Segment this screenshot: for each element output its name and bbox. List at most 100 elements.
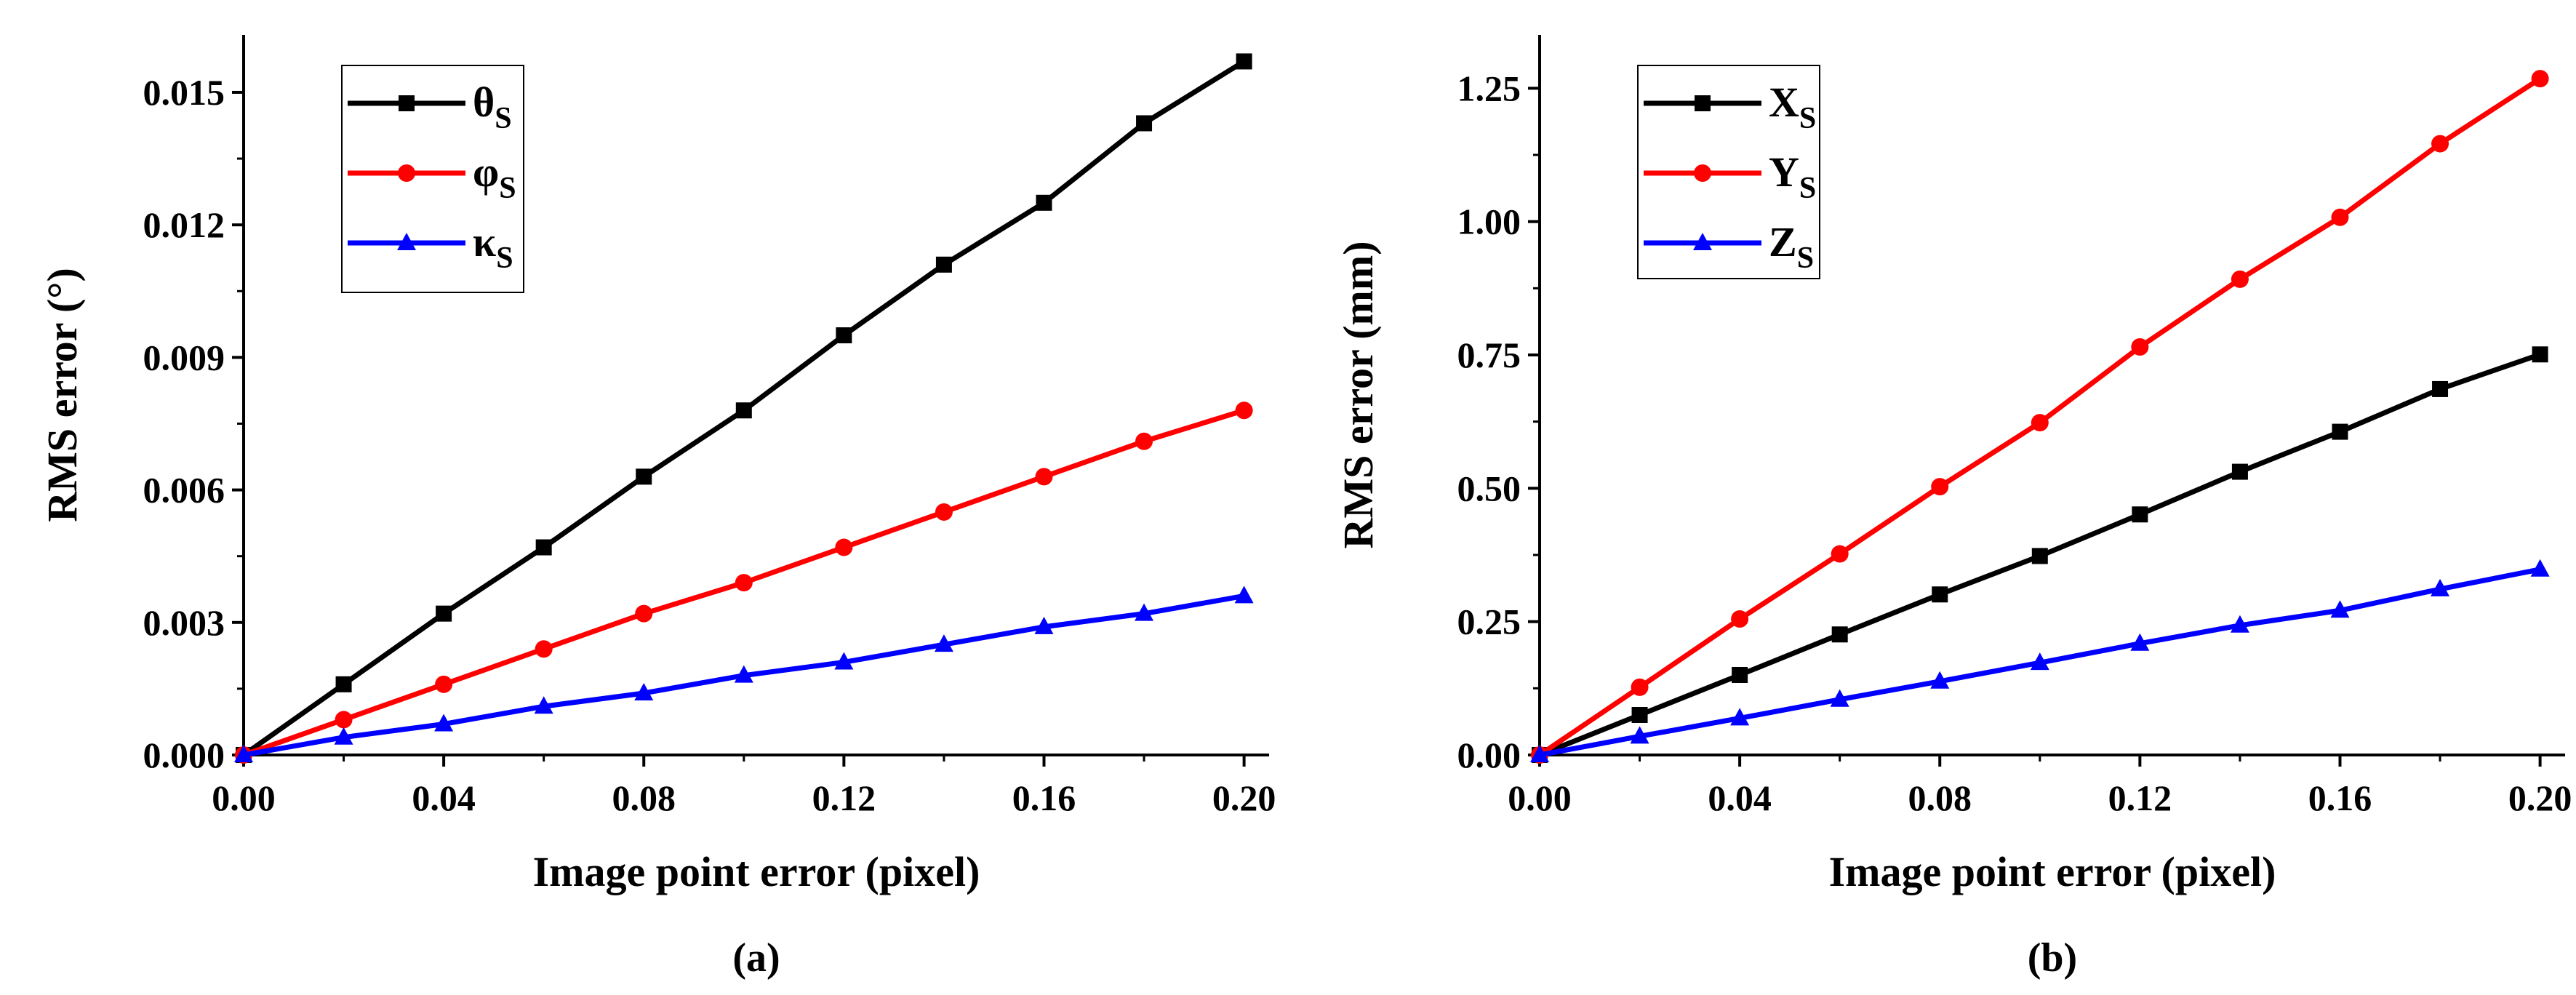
- y-tick-label: 0.003: [143, 602, 225, 643]
- x-axis-label: Image point error (pixel): [1829, 848, 2276, 895]
- y-tick-label: 0.006: [143, 470, 225, 511]
- series-1-point: [1731, 610, 1749, 628]
- legend-label-0: XS: [1769, 79, 1816, 135]
- series-1-point: [2331, 208, 2349, 226]
- x-tick-label: 0.16: [2308, 778, 2372, 818]
- series-2-point: [2431, 578, 2450, 596]
- series-0-point: [1831, 626, 1848, 643]
- series-1-point: [1135, 432, 1153, 450]
- series-0-point: [1136, 115, 1153, 132]
- x-tick-label: 0.08: [612, 778, 676, 818]
- legend: XS YS ZS: [1637, 65, 1820, 279]
- series-0-point: [2132, 506, 2148, 523]
- y-tick-label: 0.015: [143, 72, 225, 113]
- series-1-point: [535, 640, 553, 658]
- legend-marker-2: [1693, 233, 1712, 250]
- legend: θS φS κS: [341, 65, 524, 293]
- x-axis-label: Image point error (pixel): [533, 848, 980, 895]
- series-0-point: [1732, 667, 1748, 683]
- series-1-point: [735, 574, 753, 592]
- series-2-point: [1234, 586, 1254, 604]
- y-tick-label: 0.009: [143, 337, 225, 377]
- series-1-point: [935, 503, 953, 521]
- series-0-point: [2532, 346, 2548, 363]
- series-0-point: [1932, 586, 1948, 603]
- series-0-point: [436, 605, 452, 622]
- x-tick-label: 0.04: [412, 778, 476, 818]
- legend-label-1: YS: [1769, 148, 1816, 205]
- series-1-point: [435, 675, 453, 693]
- series-2-point: [634, 682, 654, 700]
- x-tick-label: 0.04: [1708, 778, 1772, 818]
- series-1-point: [1831, 545, 1849, 563]
- series-2-point: [1135, 603, 1154, 621]
- legend-marker-0: [1695, 95, 1711, 111]
- series-0-point: [636, 468, 652, 485]
- series-0-point: [2031, 548, 2048, 564]
- series-2-point: [2130, 633, 2150, 651]
- x-tick-label: 0.20: [2508, 778, 2572, 818]
- series-2-point: [234, 745, 253, 762]
- series-2-point: [2030, 652, 2049, 671]
- series-0-point: [2332, 423, 2348, 440]
- x-tick-label: 0.00: [212, 778, 276, 818]
- series-1-point: [635, 604, 653, 623]
- y-tick-label: 0.00: [1457, 735, 1521, 775]
- chart-b: 0.00 0.04 0.08 0.12 0.16 0.20 0.00 0.25 0.50 0.75…: [1335, 35, 2572, 980]
- legend-label-2: ZS: [1769, 218, 1814, 275]
- y-tick-label: 0.000: [143, 735, 225, 775]
- series-2-point: [2530, 559, 2550, 577]
- panel-label: (b): [2028, 935, 2077, 980]
- series-2-point: [334, 727, 353, 745]
- series-1-point: [2031, 414, 2049, 432]
- y-axis-label: RMS error (mm): [1335, 241, 1382, 548]
- y-tick-label: 1.25: [1457, 68, 1521, 108]
- series-0-point: [735, 402, 752, 419]
- panel-label: (a): [732, 935, 780, 980]
- series-2-point: [434, 714, 454, 732]
- y-axis-label: RMS error (°): [39, 268, 86, 522]
- series-0-point: [1631, 707, 1648, 723]
- series-1-point: [2231, 270, 2249, 288]
- chart-a: 0.00 0.04 0.08 0.12 0.16 0.20 0.000 0.003 0.006 0…: [39, 35, 1276, 980]
- y-tick-label: 0.012: [143, 204, 225, 245]
- x-tick-label: 0.16: [1012, 778, 1076, 818]
- series-2-point: [1530, 745, 1549, 762]
- series-0-point: [2231, 463, 2248, 480]
- series-2-point: [1930, 671, 1950, 689]
- series-1-point: [835, 538, 853, 556]
- series-2-point: [1034, 616, 1054, 634]
- legend-marker-2: [397, 233, 416, 250]
- legend-marker-0: [399, 95, 415, 111]
- series-2-point: [534, 696, 553, 714]
- y-tick-label: 0.75: [1457, 335, 1521, 375]
- series-0-point: [1036, 194, 1052, 211]
- legend-marker-1: [398, 164, 415, 182]
- y-tick-label: 0.50: [1457, 468, 1521, 508]
- x-tick-label: 0.12: [812, 778, 876, 818]
- series-0-point: [535, 539, 552, 556]
- series-1-point: [2531, 70, 2549, 88]
- series-2-point: [1630, 726, 1649, 744]
- x-tick-label: 0.08: [1908, 778, 1972, 818]
- series-1-point: [2431, 135, 2449, 153]
- series-2-point: [2230, 615, 2249, 633]
- series-1-point: [1035, 468, 1053, 486]
- series-2-point: [1830, 689, 1849, 707]
- series-2-point: [834, 652, 854, 670]
- legend-label-1: φS: [473, 148, 516, 205]
- series-0-point: [335, 676, 352, 692]
- x-tick-label: 0.20: [1212, 778, 1276, 818]
- series-0-point: [1236, 53, 1252, 70]
- x-tick-label: 0.00: [1508, 778, 1572, 818]
- series-2-point: [1730, 708, 1750, 726]
- series-2-point: [734, 665, 753, 683]
- series-1-point: [1931, 478, 1949, 496]
- series-1-point: [335, 711, 353, 729]
- series-1-point: [2131, 338, 2149, 356]
- series-1-point: [1235, 401, 1253, 420]
- series-2-point: [2330, 600, 2350, 618]
- legend-marker-1: [1694, 164, 1711, 182]
- series-0-point: [935, 256, 952, 273]
- x-tick-label: 0.12: [2108, 778, 2172, 818]
